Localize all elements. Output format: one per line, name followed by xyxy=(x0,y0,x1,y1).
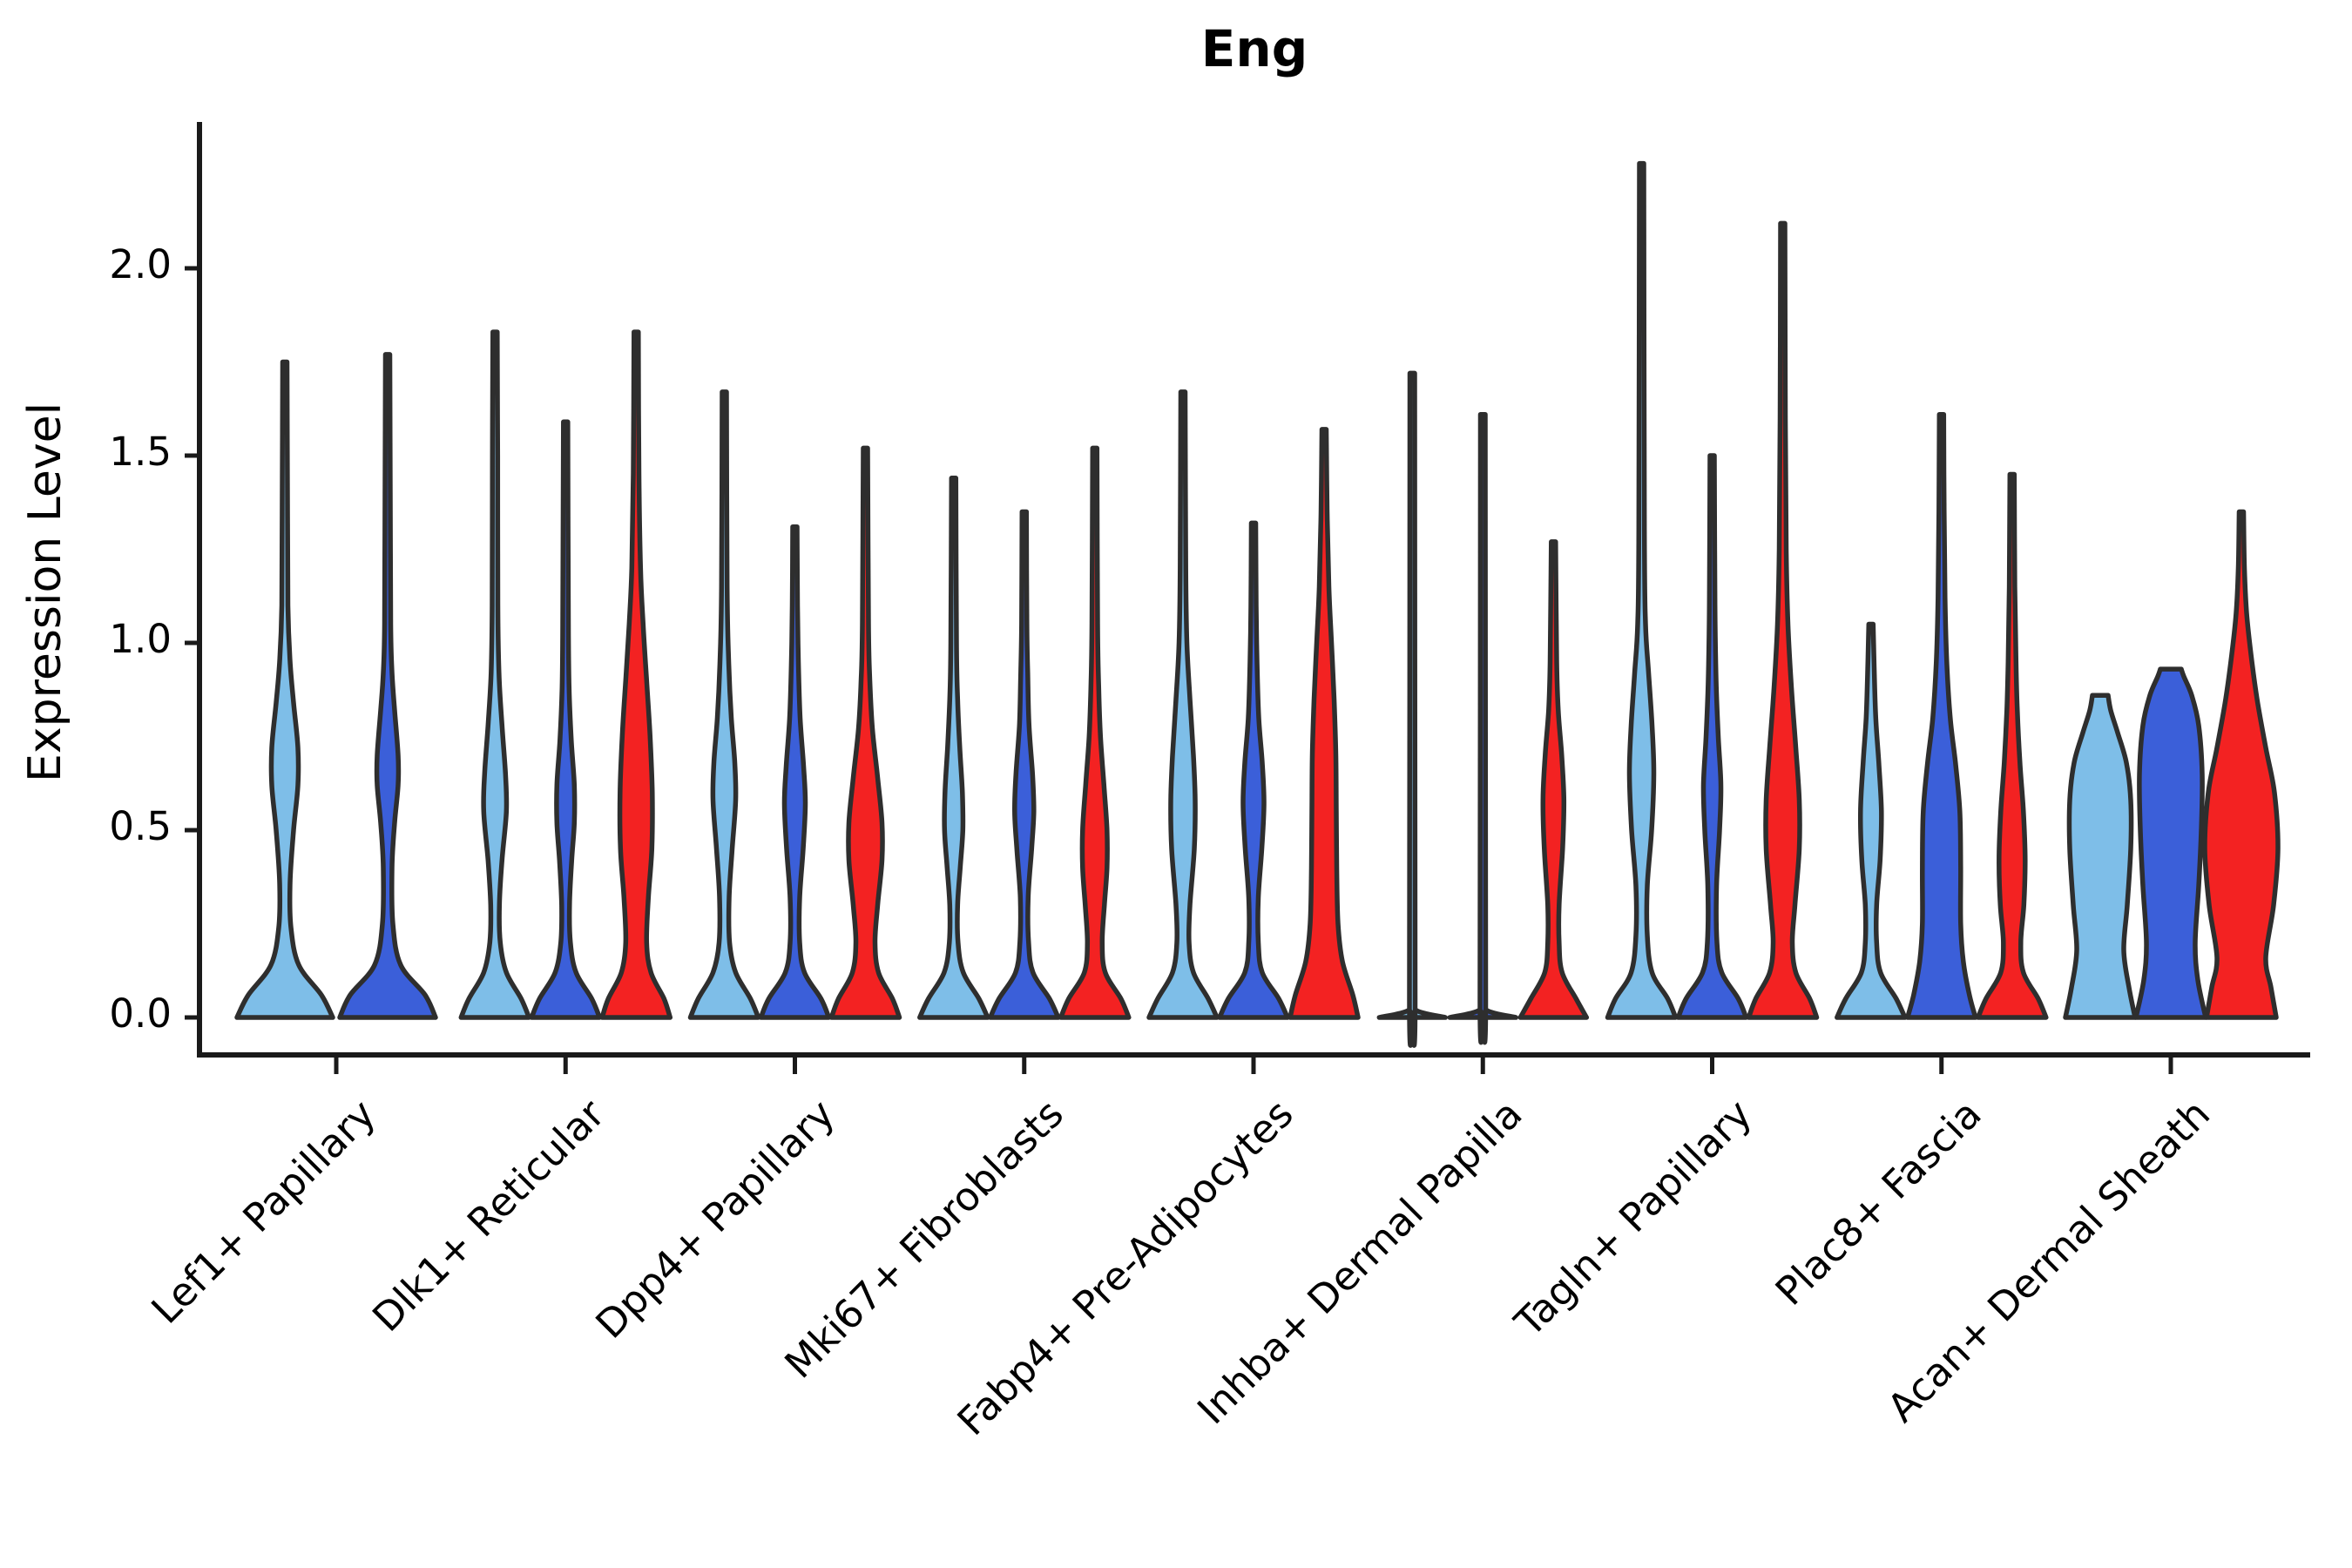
violin-red xyxy=(599,329,673,1020)
violin-dark_blue xyxy=(1905,411,1978,1020)
violin-red xyxy=(1058,445,1132,1020)
y-tick-label: 1.5 xyxy=(109,429,172,475)
violin-dark_blue xyxy=(1675,453,1749,1020)
y-tick-label: 0.0 xyxy=(109,990,172,1037)
violin-red xyxy=(1517,539,1590,1020)
violin-light_blue xyxy=(1146,389,1220,1020)
violin-red xyxy=(828,445,902,1020)
violin-dark_blue xyxy=(988,509,1061,1020)
violin-light_blue xyxy=(2063,693,2138,1020)
violin-light_blue xyxy=(234,359,335,1020)
y-tick-label: 1.0 xyxy=(109,616,172,662)
violin-red xyxy=(2202,509,2281,1020)
violin-dark_blue xyxy=(758,524,832,1020)
violin-dark_blue xyxy=(2133,666,2208,1020)
violin-red xyxy=(1288,427,1361,1020)
violin-light_blue xyxy=(687,389,761,1020)
violin-dark_blue xyxy=(337,352,438,1020)
violin-light_blue xyxy=(1835,621,1908,1020)
violin-red xyxy=(1746,220,1820,1020)
y-tick-label: 0.5 xyxy=(109,803,172,849)
violin-light_blue xyxy=(1376,370,1449,1048)
y-tick-label: 2.0 xyxy=(109,241,172,287)
chart-title: Eng xyxy=(1200,19,1308,78)
violin-light_blue xyxy=(1605,160,1679,1020)
violin-light_blue xyxy=(917,476,990,1020)
violin-dark_blue xyxy=(529,419,603,1020)
violin-dark_blue xyxy=(1447,411,1519,1045)
violin-light_blue xyxy=(458,329,532,1020)
violin-red xyxy=(1976,471,2049,1020)
violin-dark_blue xyxy=(1217,520,1290,1020)
